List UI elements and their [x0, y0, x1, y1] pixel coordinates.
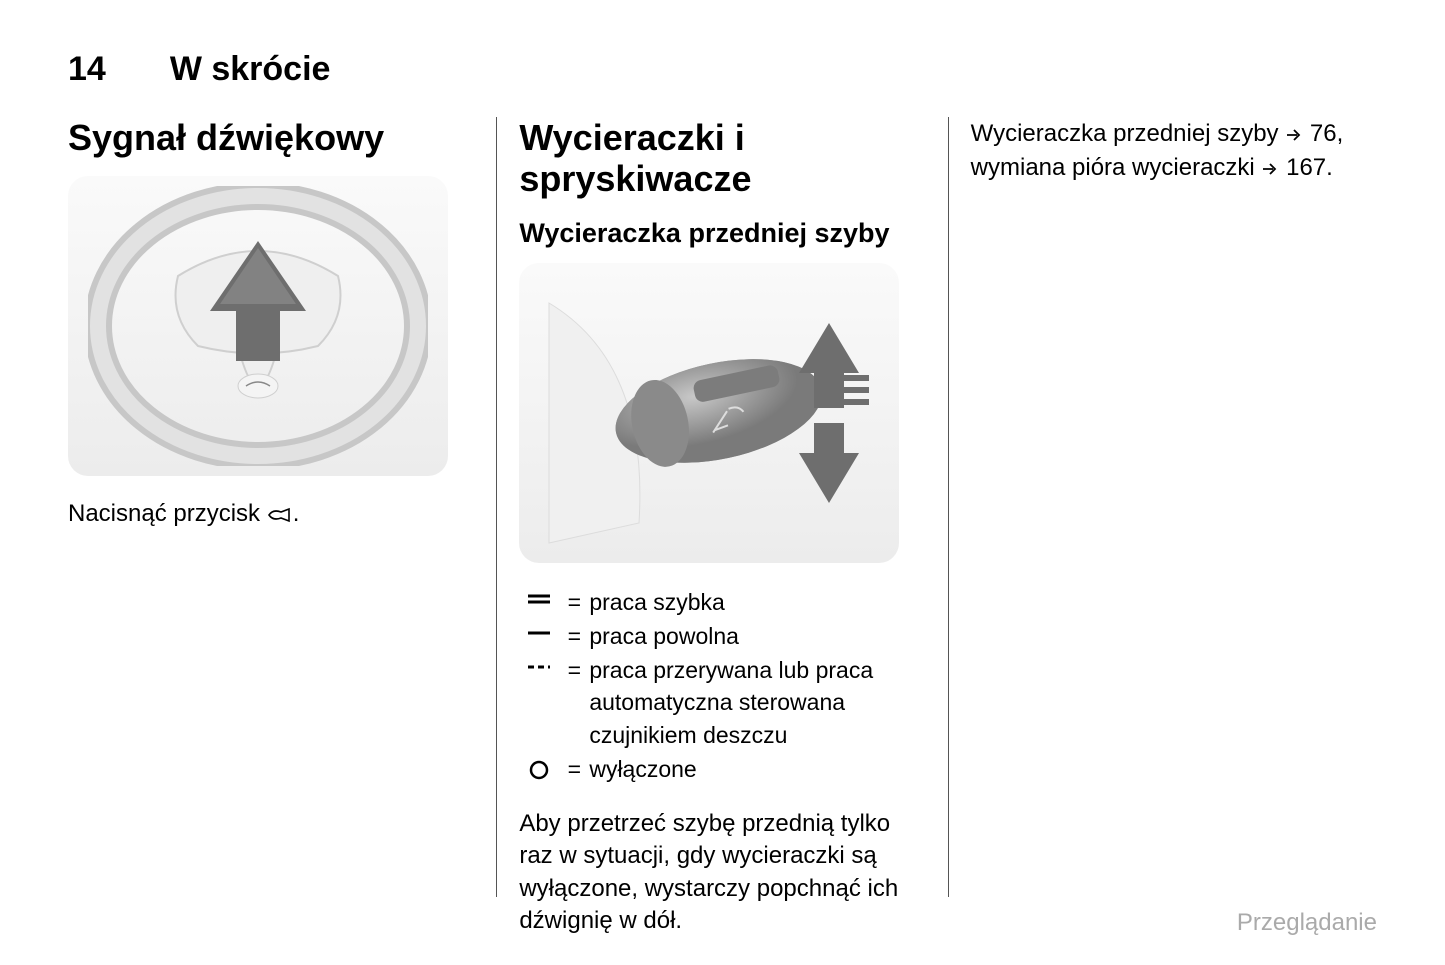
legend-row-off: = wyłączone: [519, 752, 925, 786]
page-number: 14: [68, 50, 106, 89]
figure-steering-wheel: [68, 176, 448, 476]
cross-references: Wycieraczka przedniej szyby 76, wymiana …: [971, 117, 1377, 184]
equals: =: [559, 654, 589, 751]
ref-end: .: [1326, 154, 1333, 181]
horn-icon: [267, 501, 293, 526]
col1-caption: Nacisnąć przycisk .: [68, 498, 474, 530]
ref-sep: ,: [1337, 120, 1344, 147]
crossref-arrow-icon: [1285, 120, 1303, 147]
wiper-legend: = praca szybka = praca powolna = praca p…: [519, 585, 925, 786]
ref1-page: 76: [1310, 120, 1337, 147]
legend-row-fast: = praca szybka: [519, 585, 925, 619]
col2-heading: Wycieraczki i spryskiwacze: [519, 117, 925, 200]
section-title: W skrócie: [170, 50, 331, 89]
ref2-text: wymiana pióra wycieraczki: [971, 154, 1262, 181]
col2-subheading: Wycieraczka przedniej szyby: [519, 218, 925, 249]
legend-row-intermittent: = praca przerywana lub praca automatyczn…: [519, 653, 925, 752]
figure-wiper-stalk: [519, 263, 899, 563]
wiper-stalk-svg: [529, 273, 889, 553]
legend-row-slow: = praca powolna: [519, 619, 925, 653]
symbol-double-bar-icon: [519, 586, 559, 618]
col2-note: Aby przetrzeć szybę przednią tylko raz w…: [519, 808, 925, 938]
page-footer: Przeglądanie: [1237, 909, 1377, 937]
legend-label: wyłączone: [589, 753, 925, 785]
manual-page: 14 W skrócie Sygnał dźwiękowy: [0, 0, 1445, 965]
column-3: Wycieraczka przedniej szyby 76, wymiana …: [949, 117, 1377, 897]
equals: =: [559, 753, 589, 785]
steering-wheel-svg: [88, 186, 428, 466]
ref1-text: Wycieraczka przedniej szyby: [971, 120, 1286, 147]
page-header: 14 W skrócie: [68, 50, 1377, 89]
legend-label: praca powolna: [589, 620, 925, 652]
equals: =: [559, 620, 589, 652]
legend-label: praca szybka: [589, 586, 925, 618]
equals: =: [559, 586, 589, 618]
symbol-dashed-bar-icon: [519, 654, 559, 751]
caption-suffix: .: [293, 500, 300, 527]
content-columns: Sygnał dźwiękowy Nacisnąć pr: [68, 117, 1377, 897]
symbol-circle-off-icon: [519, 753, 559, 785]
legend-label: praca przerywana lub praca automatyczna …: [589, 654, 925, 751]
symbol-single-bar-icon: [519, 620, 559, 652]
caption-prefix: Nacisnąć przycisk: [68, 500, 267, 527]
column-2: Wycieraczki i spryskiwacze Wycieraczka p…: [497, 117, 947, 897]
column-1: Sygnał dźwiękowy Nacisnąć pr: [68, 117, 496, 897]
ref2-page: 167: [1286, 154, 1326, 181]
col1-heading: Sygnał dźwiękowy: [68, 117, 474, 158]
crossref-arrow-icon: [1261, 154, 1279, 181]
